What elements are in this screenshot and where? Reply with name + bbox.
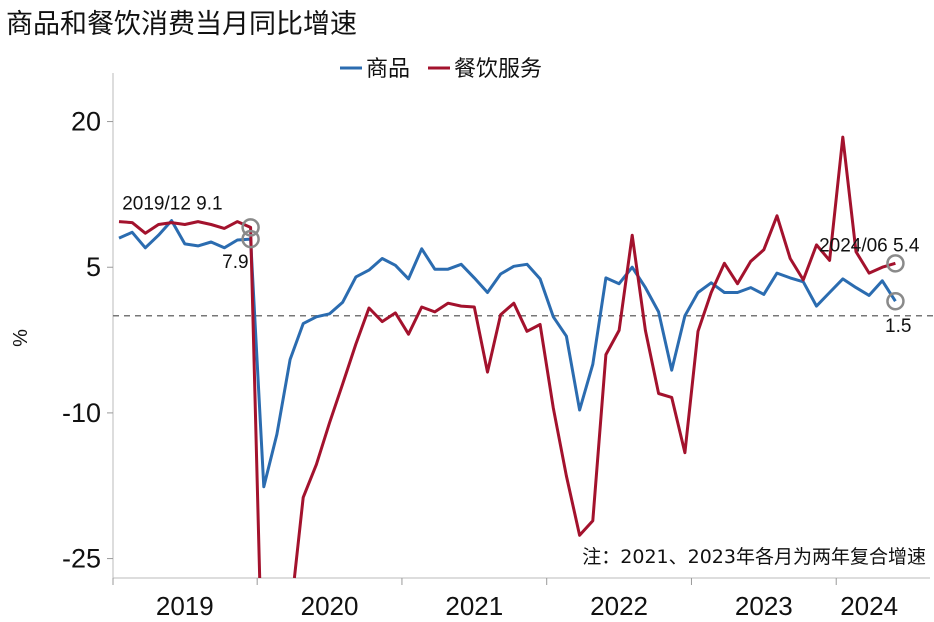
- annotation-marker: [241, 229, 260, 249]
- annotation-marker: [886, 291, 905, 311]
- chart-note: 注：2021、2023年各月为两年复合增速: [582, 546, 926, 568]
- x-tick-label: 2022: [590, 591, 648, 621]
- x-tick-label: 2021: [445, 591, 503, 621]
- y-tick-label: 20: [71, 107, 101, 137]
- series-line-0: [118, 219, 897, 489]
- x-tick-label: 2019: [156, 591, 214, 621]
- annotation-label: 1.5: [885, 316, 911, 337]
- y-tick-label: -25: [62, 544, 101, 574]
- y-axis-label: %: [10, 329, 32, 347]
- chart-title: 商品和餐饮消费当月同比增速: [6, 9, 357, 40]
- annotation-marker: [241, 218, 260, 237]
- series-line-1: [118, 135, 896, 579]
- annotation-marker: [886, 254, 905, 273]
- annotation-label: 7.9: [222, 252, 248, 273]
- y-tick-label: 5: [86, 252, 101, 282]
- annotation-label: 2024/06 5.4: [819, 235, 920, 256]
- x-tick-label: 2023: [735, 591, 793, 621]
- legend-label-0: 商品: [366, 57, 410, 82]
- x-tick-label: 2020: [301, 591, 359, 621]
- legend: 商品 餐饮服务: [340, 57, 542, 82]
- x-tick-label: 2024: [840, 591, 898, 621]
- y-tick-label: -10: [62, 398, 101, 428]
- annotation-label: 2019/12 9.1: [122, 193, 222, 214]
- legend-label-1: 餐饮服务: [454, 57, 542, 82]
